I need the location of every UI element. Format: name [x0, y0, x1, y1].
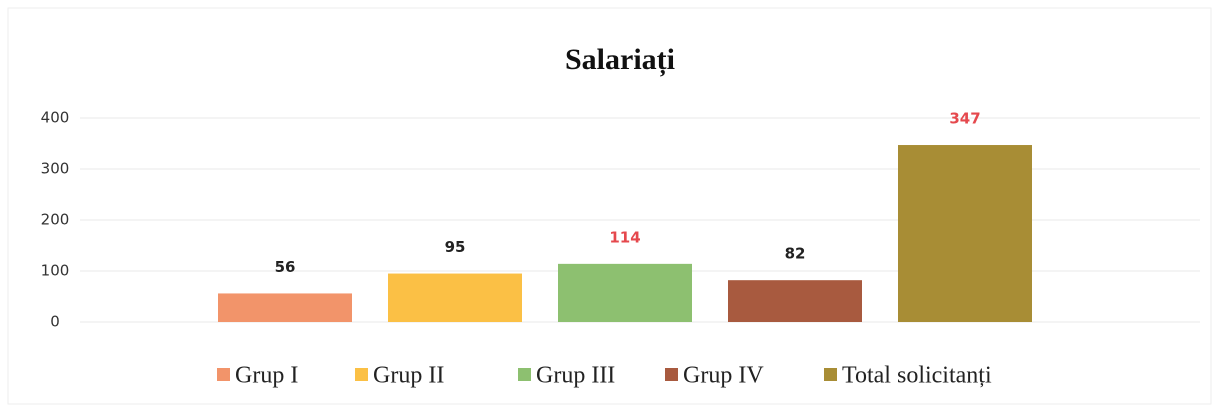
legend-swatch	[217, 368, 230, 381]
value-label: 95	[445, 238, 466, 256]
y-tick-label: 300	[41, 160, 70, 178]
value-label: 82	[785, 245, 806, 263]
legend-swatch	[518, 368, 531, 381]
bar	[728, 280, 862, 322]
value-label: 114	[609, 228, 640, 246]
y-tick-label: 400	[41, 109, 70, 127]
legend-swatch	[824, 368, 837, 381]
bar	[218, 293, 352, 322]
legend-label: Grup IV	[683, 363, 764, 389]
y-tick-label: 200	[41, 211, 70, 229]
value-label: 56	[275, 258, 296, 276]
legend-swatch	[665, 368, 678, 381]
y-tick-label: 0	[50, 313, 60, 331]
legend-swatch	[355, 368, 368, 381]
bar	[558, 263, 692, 322]
value-label: 347	[949, 110, 980, 128]
y-tick-label: 100	[41, 262, 70, 280]
legend-label: Grup III	[536, 363, 615, 389]
legend-label: Grup II	[373, 363, 444, 389]
bar	[898, 145, 1032, 322]
chart-title: Salariați	[565, 43, 675, 77]
legend-label: Grup I	[235, 363, 298, 389]
bar	[388, 273, 522, 322]
legend-label: Total solicitanți	[842, 363, 992, 389]
